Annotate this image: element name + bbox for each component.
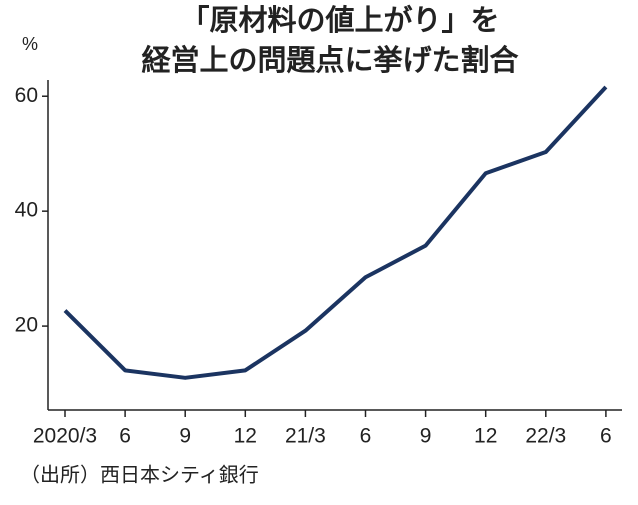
- x-tick-label: 12: [474, 425, 497, 448]
- x-tick-label: 9: [179, 425, 191, 448]
- x-tick-label: 22/3: [525, 425, 566, 448]
- x-tick-label: 2020/3: [33, 425, 97, 448]
- line: [63, 85, 608, 380]
- x-tick-label: 21/3: [285, 425, 326, 448]
- y-tick-label: 40: [15, 199, 38, 222]
- chart-title: 経営上の問題点に挙げた割合: [141, 43, 518, 77]
- x-tick-label: 12: [234, 425, 257, 448]
- y-tick-label: 60: [15, 84, 38, 107]
- y-tick-label: 20: [15, 314, 38, 337]
- y-unit: %: [22, 34, 38, 54]
- chart-title: 「原材料の値上がり」を: [180, 3, 499, 37]
- x-tick-label: 6: [119, 425, 131, 448]
- x-tick-label: 6: [360, 425, 372, 448]
- x-tick-label: 6: [600, 425, 612, 448]
- x-tick-label: 9: [420, 425, 432, 448]
- source: （出所）西日本シティ銀行: [20, 463, 259, 487]
